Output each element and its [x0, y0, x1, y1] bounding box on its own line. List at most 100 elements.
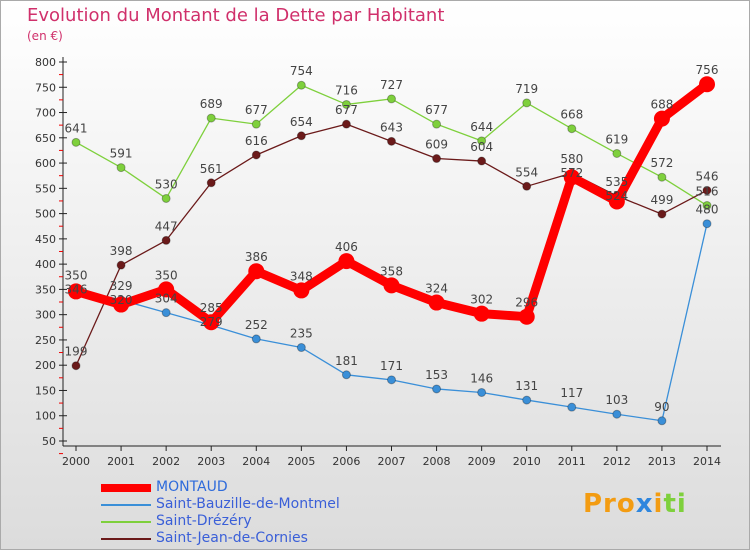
- legend-item: MONTAUD: [101, 479, 340, 496]
- data-label-saint-bauzille-de-montmel: 146: [470, 371, 493, 385]
- data-point-saint-dr-z-ry: [432, 119, 442, 129]
- y-tick-label: 700: [35, 107, 56, 120]
- data-label-montaud: 324: [425, 282, 448, 296]
- legend-label: MONTAUD: [156, 479, 228, 495]
- data-point-saint-jean-de-cornies: [341, 119, 351, 129]
- x-tick-label: 2013: [648, 455, 676, 468]
- x-tick-label: 2005: [287, 455, 315, 468]
- x-tick-label: 2004: [242, 455, 270, 468]
- data-label-saint-jean-de-cornies: 643: [380, 120, 403, 134]
- data-point-montaud: [563, 169, 580, 186]
- data-point-saint-dr-z-ry: [116, 163, 126, 173]
- data-point-saint-dr-z-ry: [657, 172, 667, 182]
- data-point-montaud: [473, 305, 490, 322]
- data-label-montaud: 756: [696, 63, 719, 77]
- data-label-saint-bauzille-de-montmel: 329: [110, 279, 133, 293]
- legend-item: Saint-Jean-de-Cornies: [101, 530, 340, 547]
- y-tick-label: 200: [35, 359, 56, 372]
- data-label-saint-dr-z-ry: 591: [110, 147, 133, 161]
- data-point-saint-dr-z-ry: [341, 99, 351, 109]
- data-point-saint-dr-z-ry: [161, 193, 171, 203]
- data-point-saint-jean-de-cornies: [251, 150, 261, 160]
- data-label-saint-jean-de-cornies: 616: [245, 134, 268, 148]
- legend-item: Saint-Bauzille-de-Montmel: [101, 496, 340, 513]
- y-tick-label: 150: [35, 384, 56, 397]
- legend-swatch: [101, 537, 151, 540]
- data-label-saint-jean-de-cornies: 554: [515, 165, 538, 179]
- data-label-montaud: 572: [560, 166, 583, 180]
- data-point-saint-bauzille-de-montmel: [477, 387, 487, 397]
- data-label-saint-bauzille-de-montmel: 350: [65, 268, 88, 282]
- data-point-montaud: [608, 193, 625, 210]
- chart-title: Evolution du Montant de la Dette par Hab…: [27, 5, 445, 26]
- data-point-saint-dr-z-ry: [296, 80, 306, 90]
- data-point-saint-jean-de-cornies: [702, 185, 712, 195]
- y-tick-label: 400: [35, 258, 56, 271]
- data-point-montaud: [699, 76, 715, 93]
- data-point-saint-jean-de-cornies: [657, 209, 667, 219]
- data-point-saint-jean-de-cornies: [477, 156, 487, 166]
- data-point-saint-jean-de-cornies: [161, 235, 171, 245]
- data-point-montaud: [383, 277, 400, 294]
- x-tick-label: 2009: [468, 455, 496, 468]
- data-point-saint-jean-de-cornies: [432, 154, 442, 164]
- series-line-saint-bauzille-de-montmel: [75, 223, 708, 422]
- data-label-saint-jean-de-cornies: 561: [200, 162, 223, 176]
- data-label-montaud: 346: [65, 282, 88, 296]
- data-label-saint-dr-z-ry: 668: [560, 108, 583, 122]
- data-label-saint-bauzille-de-montmel: 171: [380, 359, 403, 373]
- x-tick-label: 2001: [107, 455, 135, 468]
- data-point-montaud: [158, 281, 175, 298]
- data-point-saint-dr-z-ry: [477, 136, 487, 146]
- proxiti-logo: Proxiti: [583, 489, 687, 519]
- data-label-saint-jean-de-cornies: 604: [470, 140, 493, 154]
- data-point-saint-bauzille-de-montmel: [296, 343, 306, 353]
- data-point-saint-bauzille-de-montmel: [657, 416, 667, 426]
- data-label-saint-dr-z-ry: 644: [470, 120, 493, 134]
- legend: MONTAUD Saint-Bauzille-de-Montmel Saint-Dr…: [101, 479, 340, 547]
- data-label-saint-jean-de-cornies: 199: [65, 345, 88, 359]
- data-label-saint-jean-de-cornies: 609: [425, 138, 448, 152]
- data-label-saint-jean-de-cornies: 499: [650, 193, 673, 207]
- data-label-saint-dr-z-ry: 572: [650, 156, 673, 170]
- data-label-montaud: 358: [380, 264, 403, 278]
- data-point-montaud: [248, 263, 265, 280]
- data-label-montaud: 296: [515, 296, 538, 310]
- data-label-saint-bauzille-de-montmel: 153: [425, 368, 448, 382]
- data-point-montaud: [518, 308, 535, 325]
- y-tick-label: 750: [35, 81, 56, 94]
- data-label-saint-dr-z-ry: 719: [515, 82, 538, 96]
- data-point-montaud: [203, 314, 220, 331]
- y-tick-label: 450: [35, 233, 56, 246]
- data-point-montaud: [113, 296, 130, 313]
- data-point-montaud: [338, 253, 355, 270]
- x-tick-label: 2002: [152, 455, 180, 468]
- y-tick-label: 600: [35, 157, 56, 170]
- data-label-saint-jean-de-cornies: 546: [696, 169, 719, 183]
- data-label-saint-dr-z-ry: 716: [335, 83, 358, 97]
- data-point-saint-jean-de-cornies: [387, 136, 396, 146]
- data-point-saint-bauzille-de-montmel: [387, 375, 396, 385]
- data-label-montaud: 406: [335, 240, 358, 254]
- data-label-saint-jean-de-cornies: 654: [290, 115, 313, 129]
- data-label-saint-bauzille-de-montmel: 117: [560, 386, 583, 400]
- x-tick-label: 2007: [378, 455, 406, 468]
- x-tick-label: 2014: [693, 455, 721, 468]
- data-point-saint-jean-de-cornies: [522, 181, 532, 191]
- data-label-saint-dr-z-ry: 677: [425, 103, 448, 117]
- data-point-montaud: [653, 110, 670, 127]
- legend-label: Saint-Jean-de-Cornies: [156, 530, 308, 546]
- data-point-saint-dr-z-ry: [522, 98, 532, 108]
- y-tick-label: 250: [35, 334, 56, 347]
- data-label-saint-dr-z-ry: 754: [290, 64, 313, 78]
- data-point-saint-bauzille-de-montmel: [341, 370, 351, 380]
- y-tick-label: 350: [35, 283, 56, 296]
- data-point-saint-bauzille-de-montmel: [432, 384, 442, 394]
- data-point-saint-bauzille-de-montmel: [702, 219, 712, 229]
- data-point-saint-dr-z-ry: [702, 201, 712, 211]
- data-label-saint-bauzille-de-montmel: 181: [335, 354, 358, 368]
- data-point-saint-dr-z-ry: [612, 148, 622, 158]
- data-label-saint-bauzille-de-montmel: 131: [515, 379, 538, 393]
- data-point-saint-jean-de-cornies: [116, 260, 126, 270]
